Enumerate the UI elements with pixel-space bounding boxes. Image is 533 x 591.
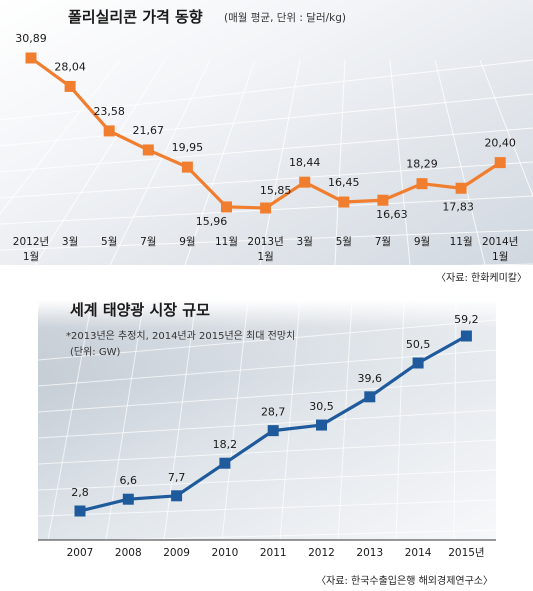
chart1-point	[181, 161, 193, 173]
chart2-data-label: 18,2	[213, 438, 238, 451]
chart1-point	[103, 125, 115, 137]
chart2-data-label: 2,8	[71, 486, 89, 499]
chart1-tick-label: 1월	[23, 251, 39, 263]
chart1-data-label: 23,58	[93, 105, 125, 118]
chart2-point	[122, 493, 134, 505]
chart2-value-labels: 2,8 6,6 7,7 18,2 28,7 30,5 39,6 50,5 59,2	[71, 313, 478, 499]
chart1-tick-label: 9월	[414, 236, 430, 248]
chart1-point	[64, 80, 76, 92]
chart2-point	[412, 357, 424, 369]
chart2-point	[316, 419, 327, 431]
chart1-tick-label: 9월	[179, 236, 195, 248]
chart2-point	[267, 425, 279, 437]
chart1-tick-label: 1월	[257, 251, 273, 263]
chart2-tick-label: 2012	[308, 547, 335, 559]
chart1-point	[416, 178, 428, 190]
chart2-tick-label: 2015년	[448, 547, 484, 559]
chart2-note: *2013년은 추정치, 2014년과 2015년은 최대 전망치	[66, 330, 295, 342]
chart1-point	[299, 176, 311, 188]
chart1-tick-label: 2013년	[247, 236, 283, 248]
chart1-tick-label: 7월	[375, 236, 391, 248]
chart1-source: 〈자료: 한화케미칼〉	[436, 271, 527, 284]
chart2-data-label: 50,5	[406, 338, 431, 351]
chart1-tick-label: 2012년	[13, 236, 49, 248]
chart1-x-axis: 2012년 1월 3월 5월 7월 9월 11월 2013년 1월 3월 5월 7월 9월 11월 2014…	[13, 236, 519, 263]
chart1-point	[377, 194, 389, 206]
chart2-tick-label: 2007	[67, 547, 94, 559]
chart2-tick-label: 2009	[163, 547, 190, 559]
chart1-data-label: 18,29	[406, 158, 438, 171]
chart1-data-label: 21,67	[133, 124, 165, 137]
chart1-tick-label: 11월	[450, 236, 473, 248]
chart2-data-label: 28,7	[261, 406, 286, 419]
chart1-data-label: 17,83	[442, 200, 474, 213]
chart2-tick-label: 2010	[212, 547, 239, 559]
chart2-unit: (단위: GW)	[70, 345, 120, 358]
chart2-series	[74, 330, 472, 517]
chart1-data-label: 28,04	[54, 60, 86, 73]
chart2-point	[171, 490, 183, 502]
chart1-data-label: 19,95	[172, 141, 204, 154]
chart2-tick-label: 2008	[115, 547, 142, 559]
chart2-data-label: 59,2	[454, 313, 479, 326]
chart1-tick-label: 7월	[140, 236, 156, 248]
chart1-point	[25, 52, 37, 64]
chart2-tick-label: 2013	[356, 547, 383, 559]
chart1-tick-label: 11월	[215, 236, 238, 248]
chart1-data-label: 18,44	[289, 156, 321, 169]
chart2-point	[460, 330, 472, 342]
chart1-point	[260, 202, 272, 214]
chart2-point	[74, 505, 86, 517]
chart1-tick-label: 3월	[297, 236, 313, 248]
chart1-data-label: 16,63	[376, 208, 408, 221]
chart2-point	[219, 457, 231, 469]
chart2-point	[364, 391, 376, 403]
chart2-tick-label: 2014	[405, 547, 432, 559]
chart1-unit: (매월 평균, 단위 : 달러/kg)	[224, 11, 346, 24]
chart2-x-axis: 2007 2008 2009 2010 2011 2012 2013 2014 2015년	[67, 547, 485, 559]
chart1-series	[25, 52, 506, 214]
chart1-point	[455, 182, 467, 194]
chart1-tick-label: 1월	[492, 251, 508, 263]
chart2-tick-label: 2011	[260, 547, 287, 559]
chart1-point	[338, 196, 350, 208]
chart1-point	[221, 201, 232, 213]
chart1-point	[142, 144, 154, 156]
chart1-background	[0, 0, 533, 280]
chart2-data-label: 6,6	[120, 474, 138, 487]
chart1-tick-label: 2014년	[482, 236, 518, 248]
chart1-data-label: 15,96	[196, 215, 228, 228]
chart1-value-labels: 30,89 28,04 23,58 21,67 19,95 15,96 15,85 18,44…	[15, 32, 516, 228]
chart1-point	[494, 157, 506, 169]
chart1-data-label: 15,85	[260, 184, 292, 197]
chart1-tick-label: 5월	[101, 236, 117, 248]
chart2-title: 세계 태양광 시장 규모	[70, 301, 210, 319]
chart2-source: 〈자료: 한국수출입은행 해외경제연구소〉	[316, 574, 493, 587]
chart2-background	[0, 299, 513, 543]
chart1-data-label: 20,40	[484, 137, 516, 150]
chart2-data-label: 7,7	[168, 471, 186, 484]
chart2-data-label: 30,5	[309, 400, 334, 413]
chart1-tick-label: 5월	[336, 236, 352, 248]
chart1-data-label: 16,45	[328, 176, 360, 189]
chart1-tick-label: 3월	[62, 236, 78, 248]
chart2-data-label: 39,6	[358, 372, 383, 385]
chart1-data-label: 30,89	[15, 32, 47, 45]
chart1-title: 폴리실리콘 가격 동향	[68, 8, 203, 26]
